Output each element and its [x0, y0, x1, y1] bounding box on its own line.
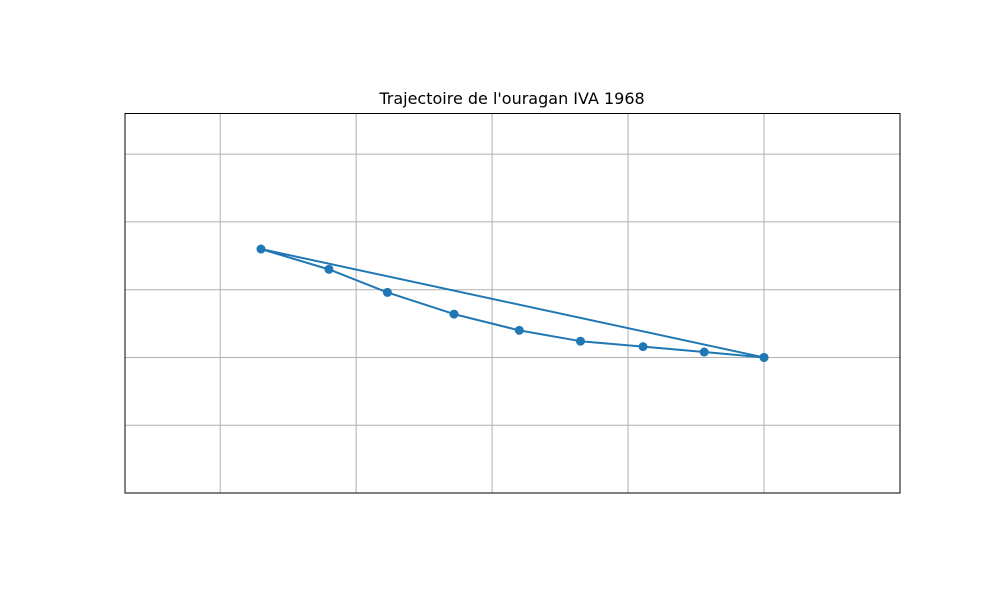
grid	[125, 113, 900, 493]
track-point	[324, 264, 334, 274]
track-point	[759, 352, 769, 362]
track-point	[256, 244, 266, 254]
track-series	[256, 244, 769, 362]
track-point	[575, 336, 585, 346]
track-point	[699, 347, 709, 357]
track-point	[638, 342, 648, 352]
track-line	[259, 248, 765, 359]
track-point	[382, 287, 392, 297]
chart-title: Trajectoire de l'ouragan IVA 1968	[378, 89, 644, 108]
plot-frame	[124, 113, 901, 494]
track-point	[449, 309, 459, 319]
track-point	[514, 325, 524, 335]
